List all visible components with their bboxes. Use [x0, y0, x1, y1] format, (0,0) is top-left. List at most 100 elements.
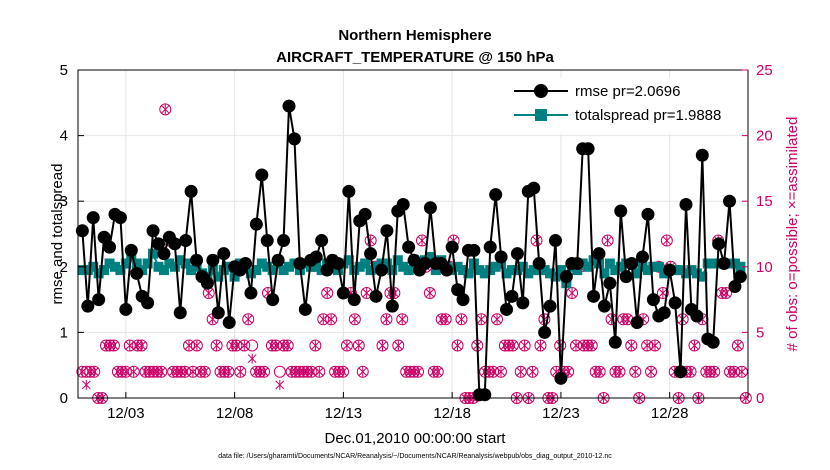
- obs-possible-marker: [451, 339, 464, 352]
- totalspread-point: [403, 265, 414, 276]
- obs-assimilated-marker: [326, 314, 336, 325]
- obs-possible-marker: [214, 365, 227, 378]
- totalspread-point: [512, 265, 523, 276]
- totalspread-point: [697, 271, 708, 282]
- obs-assimilated-marker: [492, 314, 502, 325]
- obs-possible-marker: [107, 339, 120, 352]
- obs-assimilated-marker: [109, 340, 119, 351]
- obs-assimilated-marker: [160, 104, 170, 115]
- totalspread-point: [256, 258, 267, 269]
- rmse-point: [364, 247, 378, 261]
- totalspread-point: [593, 258, 604, 269]
- rmse-point: [641, 207, 655, 221]
- rmse-point: [510, 247, 524, 261]
- obs-assimilated-marker: [528, 366, 537, 377]
- rmse-point: [287, 132, 301, 146]
- rmse-point: [396, 197, 410, 211]
- totalspread-point: [109, 261, 120, 272]
- obs-possible-marker: [305, 365, 318, 378]
- rmse-point: [445, 240, 459, 254]
- totalspread-point: [588, 255, 599, 266]
- y-axis-right-label: # of obs: o=possible; ×=assimilated: [784, 117, 801, 352]
- obs-possible-marker: [585, 339, 598, 352]
- rmse-point: [380, 224, 394, 238]
- obs-possible-marker: [340, 339, 353, 352]
- obs-possible-marker: [250, 365, 263, 378]
- rmse-point: [592, 247, 606, 261]
- totalspread-point: [517, 261, 528, 272]
- obs-possible-marker: [226, 339, 239, 352]
- rmse-point: [244, 286, 258, 300]
- obs-possible-marker: [427, 365, 440, 378]
- rmse-point: [543, 299, 557, 313]
- obs-possible-marker: [246, 339, 259, 352]
- totalspread-point: [735, 261, 746, 272]
- rmse-point: [630, 316, 644, 330]
- totalspread-point: [458, 265, 469, 276]
- obs-possible-marker: [566, 287, 579, 300]
- obs-possible-marker: [297, 365, 310, 378]
- totalspread-point: [523, 268, 534, 279]
- rmse-point: [347, 293, 361, 307]
- obs-possible-marker: [265, 339, 278, 352]
- obs-possible-marker: [589, 365, 602, 378]
- rmse-point: [712, 237, 726, 251]
- data-file-footer: data file: /Users/gharamti/Documents/NCA…: [218, 453, 612, 460]
- totalspread-point: [387, 265, 398, 276]
- totalspread-point: [278, 265, 289, 276]
- obs-assimilated-marker: [626, 340, 636, 351]
- obs-possible-marker: [593, 365, 606, 378]
- rmse-point: [103, 240, 117, 254]
- obs-possible-marker: [198, 365, 211, 378]
- y-right-tick-label: 0: [756, 390, 764, 407]
- obs-assimilated-marker: [338, 366, 348, 377]
- obs-possible-marker: [167, 365, 180, 378]
- x-axis-label: Dec.01,2010 00:00:00 start: [325, 430, 507, 447]
- totalspread-point: [653, 261, 664, 272]
- obs-possible-marker: [234, 365, 247, 378]
- rmse-point: [342, 184, 356, 198]
- obs-assimilated-marker: [322, 288, 332, 299]
- totalspread-point: [572, 265, 583, 276]
- obs-possible-marker: [293, 365, 306, 378]
- obs-assimilated-marker: [397, 314, 407, 325]
- obs-possible-marker: [660, 234, 673, 247]
- obs-assimilated-marker: [508, 340, 518, 351]
- rmse-point: [467, 243, 481, 257]
- totalspread-point: [381, 258, 392, 269]
- x-tick-label: 12/08: [216, 405, 254, 422]
- obs-possible-marker: [688, 339, 701, 352]
- rmse-point: [271, 253, 285, 267]
- obs-assimilated-marker: [622, 314, 632, 325]
- rmse-point: [92, 293, 106, 307]
- y-left-tick-label: 0: [60, 390, 68, 407]
- obs-assimilated-marker: [733, 340, 743, 351]
- obs-possible-marker: [376, 339, 389, 352]
- rmse-point: [635, 250, 649, 264]
- obs-possible-marker: [577, 339, 590, 352]
- obs-possible-marker: [218, 365, 231, 378]
- totalspread-point: [354, 261, 365, 272]
- totalspread-point: [360, 258, 371, 269]
- rmse-point: [646, 293, 660, 307]
- obs-assimilated-marker: [81, 379, 91, 390]
- rmse-point: [81, 299, 95, 313]
- totalspread-point: [729, 258, 740, 269]
- totalspread-point: [343, 255, 354, 266]
- obs-possible-marker: [392, 339, 405, 352]
- obs-possible-marker: [498, 339, 511, 352]
- obs-possible-marker: [329, 365, 342, 378]
- obs-assimilated-marker: [425, 288, 435, 299]
- totalspread-point: [99, 265, 110, 276]
- obs-assimilated-marker: [413, 366, 423, 377]
- totalspread-point: [104, 258, 115, 269]
- rmse-point: [494, 250, 508, 264]
- obs-possible-marker: [285, 365, 298, 378]
- y-right-tick-label: 5: [756, 324, 764, 341]
- obs-assimilated-marker: [650, 340, 660, 351]
- legend-box: [510, 78, 742, 134]
- obs-possible-marker: [601, 234, 614, 247]
- rmse-point: [674, 365, 688, 379]
- obs-assimilated-marker: [350, 314, 360, 325]
- obs-assimilated-marker: [362, 288, 372, 299]
